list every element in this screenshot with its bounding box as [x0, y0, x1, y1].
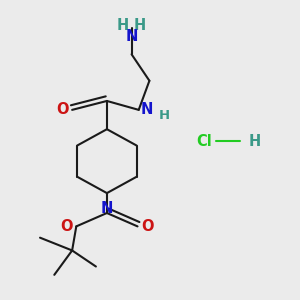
Text: N: N	[101, 201, 113, 216]
Text: H: H	[134, 18, 146, 33]
Text: O: O	[60, 219, 73, 234]
Text: N: N	[125, 29, 138, 44]
Text: O: O	[56, 102, 69, 117]
Text: Cl: Cl	[196, 134, 212, 148]
Text: H: H	[117, 18, 129, 33]
Text: H: H	[249, 134, 261, 148]
Text: H: H	[159, 109, 170, 122]
Text: N: N	[140, 102, 153, 117]
Text: O: O	[141, 219, 154, 234]
